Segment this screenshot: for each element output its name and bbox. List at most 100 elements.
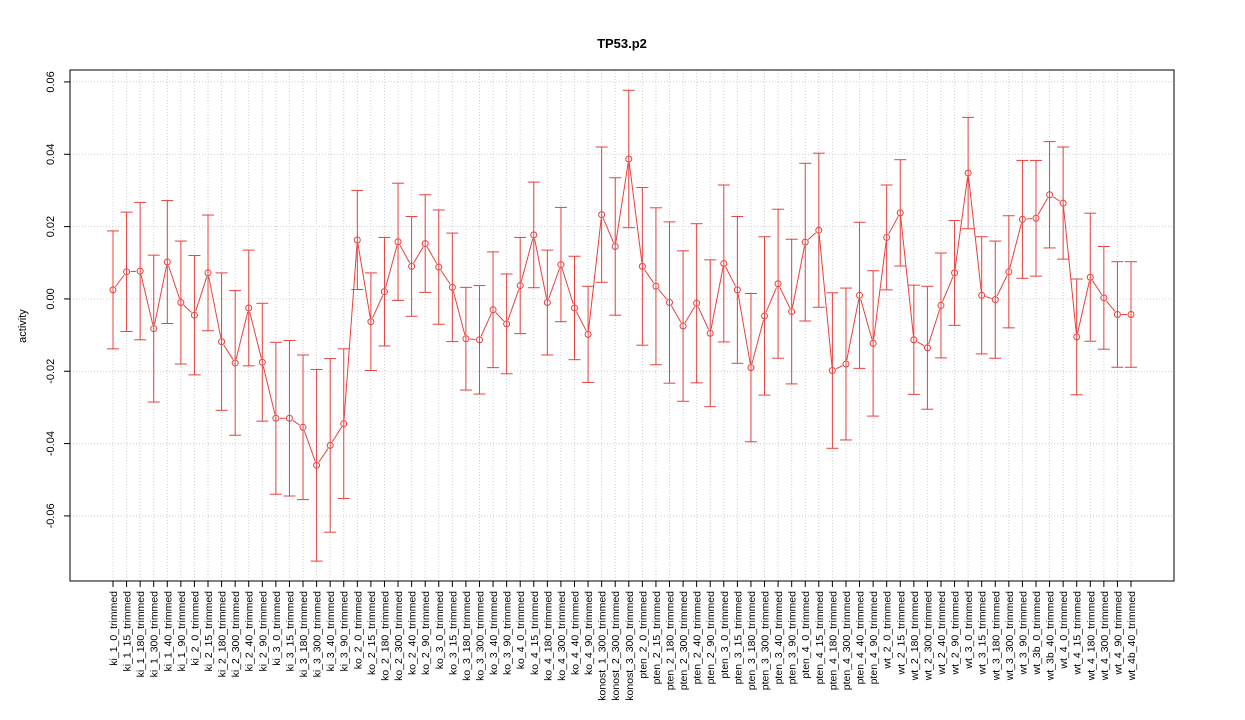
x-tick-label: ko_4_40_trimmed xyxy=(569,591,581,675)
point xyxy=(815,226,823,234)
x-tick-label: wt_4b_40_trimmed xyxy=(1126,591,1138,681)
x-tick-label: wt_3_15_trimmed xyxy=(977,591,989,676)
x-tick-label: ki_2_90_trimmed xyxy=(257,591,269,672)
x-tick-label: ki_1_180_trimmed xyxy=(135,591,147,678)
point xyxy=(489,306,497,314)
point xyxy=(150,325,158,333)
x-tick-label: pten_2_90_trimmed xyxy=(705,591,717,685)
x-tick-label: pten_4_15_trimmed xyxy=(814,591,826,685)
point xyxy=(462,335,470,343)
x-tick-label: pten_3_40_trimmed xyxy=(773,591,785,685)
point xyxy=(598,211,606,219)
point xyxy=(937,301,945,309)
x-tick-label: ki_3_0_trimmed xyxy=(271,591,283,666)
y-tick-label: 0.00 xyxy=(45,288,57,309)
x-tick-label: ko_4_0_trimmed xyxy=(515,591,527,669)
point xyxy=(1032,214,1040,222)
point xyxy=(231,359,239,367)
point xyxy=(326,441,334,449)
point xyxy=(923,344,931,352)
x-tick-label: pten_4_180_trimmed xyxy=(827,591,839,690)
x-tick-label: wt_2_90_trimmed xyxy=(950,591,962,676)
x-tick-label: konost_2_300_trimmed xyxy=(610,591,622,701)
point xyxy=(625,155,633,163)
x-tick-label: ki_3_15_trimmed xyxy=(284,591,296,672)
point xyxy=(299,423,307,431)
x-tick-label: ko_3_180_trimmed xyxy=(461,591,473,681)
point xyxy=(245,304,253,312)
x-tick-label: ko_4_15_trimmed xyxy=(529,591,541,675)
point xyxy=(1059,199,1067,207)
x-tick-label: wt_3_300_trimmed xyxy=(1004,591,1016,681)
y-tick-label: -0.02 xyxy=(45,359,57,384)
x-tick-label: ko_4_300_trimmed xyxy=(556,591,568,681)
x-tick-label: ko_3_300_trimmed xyxy=(474,591,486,681)
point xyxy=(516,282,524,290)
x-tick-label: ko_3_40_trimmed xyxy=(488,591,500,675)
x-tick-label: ki_1_15_trimmed xyxy=(122,591,134,672)
point xyxy=(475,336,483,344)
point xyxy=(1086,273,1094,281)
point xyxy=(340,420,348,428)
x-tick-label: ko_2_180_trimmed xyxy=(379,591,391,681)
x-tick-label: pten_3_0_trimmed xyxy=(719,591,731,679)
point xyxy=(1113,310,1121,318)
x-tick-label: wt_3_0_trimmed xyxy=(963,591,975,670)
point xyxy=(530,231,538,239)
point xyxy=(1005,268,1013,276)
point xyxy=(204,269,212,277)
x-tick-label: ki_1_300_trimmed xyxy=(149,591,161,678)
point xyxy=(435,263,443,271)
point xyxy=(801,238,809,246)
point xyxy=(1073,333,1081,341)
y-axis-label: activity xyxy=(17,309,29,343)
x-tick-label: pten_4_90_trimmed xyxy=(868,591,880,685)
x-tick-label: ki_2_0_trimmed xyxy=(189,591,201,666)
x-tick-label: ko_2_0_trimmed xyxy=(352,591,364,669)
point xyxy=(828,367,836,375)
point xyxy=(394,238,402,246)
x-tick-label: ki_2_300_trimmed xyxy=(230,591,242,678)
x-tick-label: wt_3_180_trimmed xyxy=(990,591,1002,681)
point xyxy=(1018,215,1026,223)
point xyxy=(285,414,293,422)
x-tick-label: ki_2_40_trimmed xyxy=(244,591,256,672)
point xyxy=(679,322,687,330)
x-tick-label: wt_3b_0_trimmed xyxy=(1031,591,1043,676)
point xyxy=(774,280,782,288)
x-tick-label: ki_3_300_trimmed xyxy=(312,591,324,678)
x-tick-label: pten_4_300_trimmed xyxy=(841,591,853,690)
x-tick-label: ko_4_180_trimmed xyxy=(542,591,554,681)
point xyxy=(638,262,646,270)
y-tick-label: 0.02 xyxy=(45,216,57,237)
x-tick-label: pten_2_0_trimmed xyxy=(637,591,649,679)
x-tick-label: pten_4_0_trimmed xyxy=(800,591,812,679)
point xyxy=(313,461,321,469)
point xyxy=(896,209,904,217)
x-tick-label: wt_4_180_trimmed xyxy=(1085,591,1097,681)
x-tick-label: pten_2_40_trimmed xyxy=(692,591,704,685)
point xyxy=(570,304,578,312)
x-tick-label: ki_3_180_trimmed xyxy=(298,591,310,678)
point xyxy=(706,329,714,337)
point xyxy=(1127,310,1135,318)
plot-frame xyxy=(69,69,1175,582)
x-tick-label: ko_3_0_trimmed xyxy=(434,591,446,669)
y-tick-label: 0.06 xyxy=(45,71,57,92)
x-tick-label: wt_2_15_trimmed xyxy=(895,591,907,676)
x-tick-label: ki_3_40_trimmed xyxy=(325,591,337,672)
x-tick-label: pten_3_15_trimmed xyxy=(732,591,744,685)
point xyxy=(557,261,565,269)
x-tick-label: wt_4_15_trimmed xyxy=(1072,591,1084,676)
point xyxy=(123,268,131,276)
point xyxy=(543,299,551,307)
point xyxy=(1100,294,1108,302)
x-tick-label: ko_4_90_trimmed xyxy=(583,591,595,675)
point xyxy=(109,286,117,294)
x-tick-label: ki_1_90_trimmed xyxy=(176,591,188,672)
line xyxy=(115,162,1127,463)
x-tick-label: ki_1_0_trimmed xyxy=(108,591,120,666)
x-tick-label: wt_4_90_trimmed xyxy=(1112,591,1124,676)
point xyxy=(353,236,361,244)
